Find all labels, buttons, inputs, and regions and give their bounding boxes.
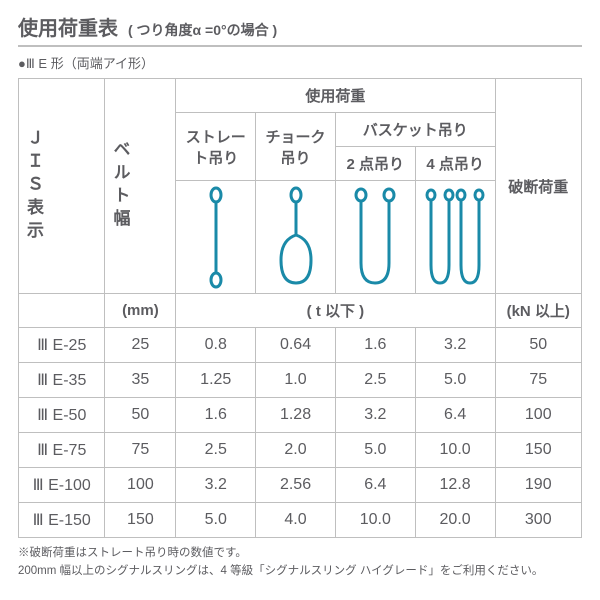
- cell-mm: 100: [105, 468, 176, 503]
- basket2-sling-icon: [347, 185, 403, 289]
- cell-mm: 35: [105, 363, 176, 398]
- cell-s: 5.0: [176, 503, 256, 538]
- cell-b2: 3.2: [335, 398, 415, 433]
- cell-s: 3.2: [176, 468, 256, 503]
- cell-s: 2.5: [176, 433, 256, 468]
- cell-mm: 25: [105, 328, 176, 363]
- cell-b2: 6.4: [335, 468, 415, 503]
- header-basket2: 2 点吊り: [335, 147, 415, 181]
- footnote-block: ※破断荷重はストレート吊り時の数値です。 200mm 幅以上のシグナルスリングは…: [18, 544, 582, 581]
- header-breaking: 破断荷重: [495, 79, 582, 294]
- cell-b4: 12.8: [415, 468, 495, 503]
- cell-s: 1.25: [176, 363, 256, 398]
- table-row: Ⅲ E-50501.61.283.26.4100: [19, 398, 582, 433]
- icon-straight: [176, 181, 256, 294]
- cell-mm: 75: [105, 433, 176, 468]
- cell-jis: Ⅲ E-35: [19, 363, 105, 398]
- cell-br: 190: [495, 468, 582, 503]
- cell-c: 1.0: [256, 363, 336, 398]
- basket4-sling-icon: [421, 185, 489, 289]
- cell-jis: Ⅲ E-100: [19, 468, 105, 503]
- cell-s: 0.8: [176, 328, 256, 363]
- cell-jis: Ⅲ E-150: [19, 503, 105, 538]
- header-straight: ストレート吊り: [176, 113, 256, 181]
- cell-c: 4.0: [256, 503, 336, 538]
- icon-basket4: [415, 181, 495, 294]
- unit-kn: (kN 以上): [495, 294, 582, 328]
- table-row: Ⅲ E-25250.80.641.63.250: [19, 328, 582, 363]
- unit-mm: (mm): [105, 294, 176, 328]
- header-basket4: 4 点吊り: [415, 147, 495, 181]
- cell-b4: 5.0: [415, 363, 495, 398]
- table-row: Ⅲ E-75752.52.05.010.0150: [19, 433, 582, 468]
- icon-choke: [256, 181, 336, 294]
- cell-s: 1.6: [176, 398, 256, 433]
- cell-mm: 150: [105, 503, 176, 538]
- cell-b4: 20.0: [415, 503, 495, 538]
- table-row: Ⅲ E-1001003.22.566.412.8190: [19, 468, 582, 503]
- choke-sling-icon: [271, 185, 321, 289]
- unit-t: ( t 以下 ): [176, 294, 495, 328]
- footnote-line: ※破断荷重はストレート吊り時の数値です。: [18, 544, 582, 562]
- title-main: 使用荷重表: [18, 12, 118, 41]
- cell-b4: 10.0: [415, 433, 495, 468]
- icon-basket2: [335, 181, 415, 294]
- cell-b2: 2.5: [335, 363, 415, 398]
- table-row: Ⅲ E-35351.251.02.55.075: [19, 363, 582, 398]
- cell-b2: 5.0: [335, 433, 415, 468]
- cell-c: 2.0: [256, 433, 336, 468]
- table-head: ＪＩＳ表示 ベルト幅 使用荷重 破断荷重 ストレート吊り チョーク吊り バスケッ…: [19, 79, 582, 328]
- header-basket: バスケット吊り: [335, 113, 495, 147]
- load-table: ＪＩＳ表示 ベルト幅 使用荷重 破断荷重 ストレート吊り チョーク吊り バスケッ…: [18, 78, 582, 538]
- title-sub: ( つり角度α =0°の場合 ): [128, 20, 277, 40]
- cell-b4: 3.2: [415, 328, 495, 363]
- cell-c: 1.28: [256, 398, 336, 433]
- table-body: Ⅲ E-25250.80.641.63.250Ⅲ E-35351.251.02.…: [19, 328, 582, 538]
- table-row: Ⅲ E-1501505.04.010.020.0300: [19, 503, 582, 538]
- cell-jis: Ⅲ E-50: [19, 398, 105, 433]
- footnote-line: 200mm 幅以上のシグナルスリングは、4 等級「シグナルスリング ハイグレード…: [18, 562, 582, 580]
- cell-b2: 10.0: [335, 503, 415, 538]
- cell-br: 300: [495, 503, 582, 538]
- cell-c: 2.56: [256, 468, 336, 503]
- title-row: 使用荷重表 ( つり角度α =0°の場合 ): [18, 12, 582, 47]
- cell-br: 100: [495, 398, 582, 433]
- header-belt: ベルト幅: [105, 79, 176, 294]
- straight-sling-icon: [196, 185, 236, 289]
- cell-b2: 1.6: [335, 328, 415, 363]
- cell-jis: Ⅲ E-25: [19, 328, 105, 363]
- cell-br: 75: [495, 363, 582, 398]
- header-choke: チョーク吊り: [256, 113, 336, 181]
- cell-br: 50: [495, 328, 582, 363]
- cell-br: 150: [495, 433, 582, 468]
- subtitle: ●Ⅲ E 形（両端アイ形）: [18, 53, 582, 72]
- blank-cell: [19, 294, 105, 328]
- header-jis: ＪＩＳ表示: [19, 79, 105, 294]
- cell-c: 0.64: [256, 328, 336, 363]
- cell-jis: Ⅲ E-75: [19, 433, 105, 468]
- cell-b4: 6.4: [415, 398, 495, 433]
- header-working-load: 使用荷重: [176, 79, 495, 113]
- cell-mm: 50: [105, 398, 176, 433]
